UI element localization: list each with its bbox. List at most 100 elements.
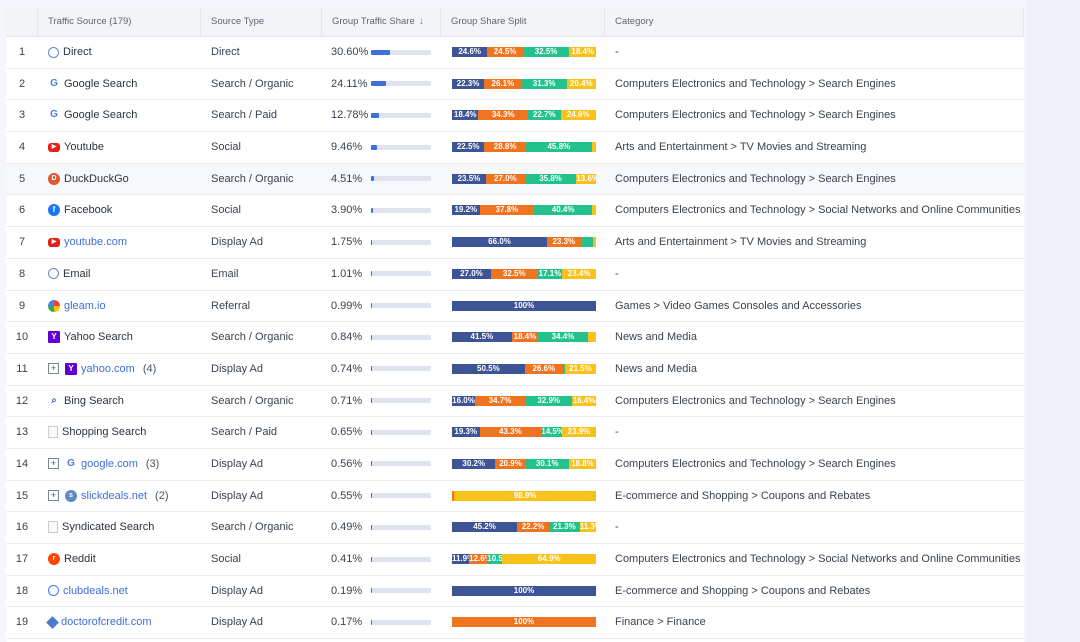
source-type: Display Ad — [211, 362, 263, 375]
table-row[interactable]: 4 ▶ Youtube Social 9.46% 22.5% 28.8% 45.8% Arts … — [6, 132, 1024, 164]
traffic-source-name: Google Search — [64, 77, 138, 90]
traffic-source-cell: ⌕ Bing Search — [48, 386, 198, 416]
expand-icon[interactable]: + — [48, 458, 59, 470]
split-segment-orange: 22.2% — [517, 522, 550, 533]
traffic-share-bar-fill — [371, 271, 373, 277]
traffic-share-value: 4.51% — [331, 172, 363, 185]
traffic-share-value: 9.46% — [331, 141, 363, 154]
split-segment-navy: 23.5% — [452, 173, 486, 184]
traffic-share-cell: 0.17% — [331, 607, 441, 637]
header-group-traffic-share[interactable]: Group Traffic Share ↓ — [322, 8, 441, 36]
traffic-share-bar-fill — [371, 366, 373, 372]
traffic-source-link[interactable]: doctorofcredit.com — [61, 616, 152, 629]
split-segment-navy: 50.5% — [452, 363, 525, 374]
traffic-share-value: 0.74% — [331, 362, 363, 375]
traffic-source-cell: clubdeals.net — [48, 576, 198, 606]
split-segment-orange: 24.5% — [487, 47, 523, 57]
table-row[interactable]: 1 Direct Direct 30.60% 24.6% 24.5% 32.5% 18.4% - — [6, 37, 1024, 69]
traffic-source-link[interactable]: slickdeals.net — [81, 489, 148, 502]
header-category[interactable]: Category — [605, 8, 1024, 36]
table-row[interactable]: 7 ▶ youtube.com Display Ad 1.75% 66.0% 23.3% Ar… — [6, 227, 1024, 259]
row-index: 19 — [15, 616, 29, 629]
traffic-source-link[interactable]: youtube.com — [64, 236, 127, 249]
table-row[interactable]: 5 D DuckDuckGo Search / Organic 4.51% 23.5% 27… — [6, 163, 1024, 196]
share-split-cell: 30.2% 20.9% 30.1% 18.8% — [452, 449, 598, 479]
traffic-source-link[interactable]: gleam.io — [64, 299, 106, 312]
share-split-cell: 22.3% 26.1% 31.3% 20.4% — [452, 69, 598, 99]
split-segment-green: 22.7% — [527, 110, 561, 121]
row-index: 1 — [18, 46, 26, 58]
traffic-source-cell: doctorofcredit.com — [46, 607, 198, 637]
table-row[interactable]: 6 f Facebook Social 3.90% 19.2% 37.8% 40.4% Comp… — [6, 195, 1024, 228]
traffic-source-cell: gleam.io — [48, 291, 198, 321]
traffic-share-bar-fill — [371, 112, 380, 118]
table-row[interactable]: 10 Y Yahoo Search Search / Organic 0.84% 41.5… — [6, 322, 1024, 354]
source-type: Search / Organic — [211, 77, 294, 90]
source-type: Search / Organic — [211, 172, 294, 185]
table-row[interactable]: 15 + s slickdeals.net (2) Display Ad 0.55% 98.9… — [6, 481, 1024, 513]
row-index: 12 — [15, 394, 29, 407]
header-category-label: Category — [615, 16, 654, 27]
split-segment-orange: 12.6% — [469, 554, 488, 564]
split-segment-green: 30.1% — [525, 458, 569, 469]
traffic-share-value: 0.71% — [331, 394, 363, 407]
row-index: 5 — [18, 172, 26, 185]
split-segment-yellow: 98.9% — [454, 490, 596, 501]
share-split-bar: 45.2%22.2%21.3%11.3% — [452, 522, 596, 533]
share-split-bar: 30.2% 20.9% 30.1% 18.8% — [452, 458, 596, 469]
share-split-cell: 19.2% 37.8% 40.4% — [452, 195, 598, 225]
traffic-share-value: 0.65% — [331, 426, 363, 439]
expand-icon[interactable]: + — [48, 490, 59, 502]
share-split-bar: 50.5% 26.6% 21.5% — [452, 363, 596, 374]
split-segment-green — [580, 237, 594, 248]
header-traffic-source[interactable]: Traffic Source (179) — [38, 8, 201, 36]
split-segment-orange: 100% — [452, 617, 596, 628]
split-segment-green: 31.3% — [521, 78, 567, 89]
traffic-share-value: 0.99% — [331, 299, 363, 312]
traffic-share-cell: 1.01% — [331, 259, 441, 289]
traffic-source-cell: Syndicated Search — [48, 512, 198, 542]
traffic-source-cell: Email — [48, 259, 198, 289]
table-row[interactable]: 18 clubdeals.net Display Ad 0.19% 100% E-comm… — [6, 576, 1024, 608]
source-type: Display Ad — [211, 457, 263, 470]
table-row[interactable]: 3 G Google Search Search / Paid 12.78% 18.4% 3… — [6, 100, 1024, 133]
reddit-icon: r — [48, 553, 60, 565]
split-segment-navy: 18.4% — [452, 110, 479, 121]
traffic-share-value: 30.60% — [331, 46, 369, 58]
traffic-share-value: 0.49% — [331, 521, 363, 534]
header-group-share-split[interactable]: Group Share Split — [441, 8, 605, 36]
source-type: Direct — [211, 46, 240, 58]
split-segment-navy: 19.3% — [452, 427, 480, 438]
share-split-bar: 100% — [452, 617, 596, 628]
share-split-cell: 22.5% 28.8% 45.8% — [452, 132, 598, 162]
table-row[interactable]: 9 gleam.io Referral 0.99% 100% Games > Video … — [6, 291, 1024, 323]
header-source-type[interactable]: Source Type — [201, 8, 322, 36]
table-row[interactable]: 12 ⌕ Bing Search Search / Organic 0.71% 16.0%… — [6, 386, 1024, 418]
traffic-source-link[interactable]: clubdeals.net — [63, 584, 128, 597]
split-segment-navy: 16.0% — [452, 395, 476, 406]
source-type: Display Ad — [211, 236, 263, 249]
traffic-source-name: Email — [63, 267, 91, 280]
traffic-share-bar — [371, 461, 431, 467]
table-row[interactable]: 17 r Reddit Social 0.41% 11.9%12.6%10.5%64.9%… — [6, 544, 1024, 576]
traffic-source-link[interactable]: yahoo.com — [81, 362, 135, 375]
table-row[interactable]: 16 Syndicated Search Search / Organic 0.49%… — [6, 512, 1024, 544]
traffic-share-cell: 0.49% — [331, 512, 441, 542]
traffic-source-cell: r Reddit — [48, 544, 198, 574]
traffic-source-name: Google Search — [64, 109, 138, 122]
traffic-share-cell: 0.84% — [331, 322, 441, 352]
table-row[interactable]: 2 G Google Search Search / Organic 24.11% 22.… — [6, 69, 1024, 101]
sort-down-icon[interactable]: ↓ — [418, 16, 424, 27]
table-row[interactable]: 13 Shopping Search Search / Paid 0.65% 19.3%… — [6, 417, 1024, 449]
traffic-source-link[interactable]: google.com — [81, 457, 138, 470]
expand-icon[interactable]: + — [48, 363, 59, 375]
split-segment-yellow: 64.9% — [502, 554, 596, 564]
traffic-share-bar — [371, 556, 431, 562]
category: Games > Video Games Consoles and Accesso… — [615, 299, 862, 312]
table-row[interactable]: 8 Email Email 1.01% 27.0% 32.5% 17.1% 23.4% - — [6, 259, 1024, 291]
traffic-share-value: 1.01% — [331, 267, 363, 280]
split-segment-yellow: 18.8% — [568, 458, 596, 469]
table-row[interactable]: 19 doctorofcredit.com Display Ad 0.17% 100% F… — [6, 607, 1024, 640]
